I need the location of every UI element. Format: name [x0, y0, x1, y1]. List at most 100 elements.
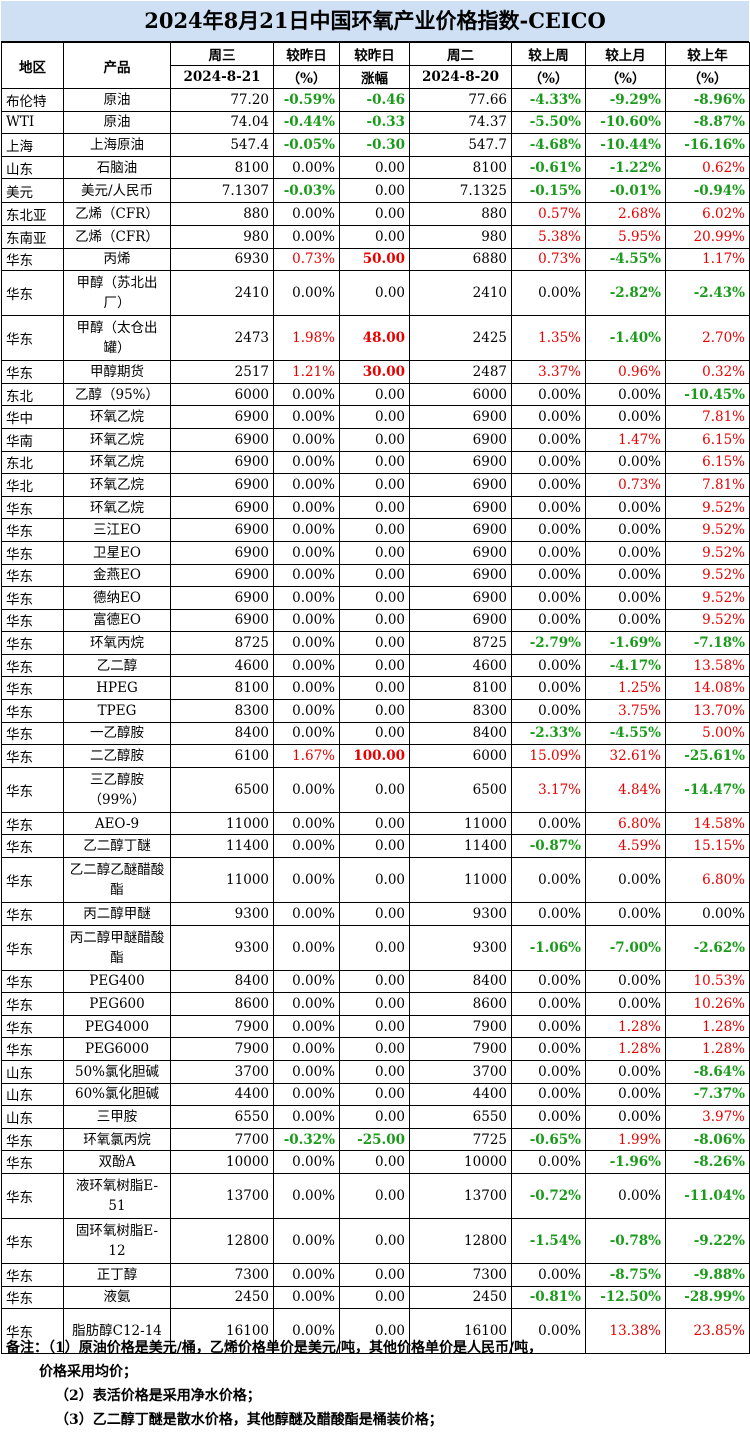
cell-prev-price: 8725 — [409, 631, 512, 655]
col-header-region: 地区 — [1, 42, 64, 89]
cell-prev-price: 12800 — [409, 1217, 512, 1264]
cell-year-pct: 9.52% — [665, 495, 750, 520]
cell-day-pct: 0.00% — [273, 857, 340, 904]
cell-week-pct: 0.00% — [511, 992, 586, 1016]
cell-month-pct: -7.00% — [585, 924, 666, 971]
cell-prev-price: 6900 — [409, 518, 512, 542]
cell-month-pct: 6.80% — [585, 811, 666, 836]
cell-year-pct: -8.26% — [665, 1150, 750, 1174]
col-header-day-pct: 较昨日 — [273, 42, 340, 66]
cell-today-price: 6900 — [170, 450, 274, 475]
cell-day-pct: 0.00% — [273, 608, 340, 633]
cell-day-change: 0.00 — [339, 382, 410, 407]
cell-day-pct: 0.00% — [273, 834, 340, 859]
table-row: 美元 美元/人民币 7.1307 -0.03% 0.00 7.1325 -0.15% -0.0… — [1, 178, 750, 204]
cell-year-pct: 13.70% — [665, 699, 750, 723]
cell-prev-price: 13700 — [409, 1172, 512, 1219]
table-row: 华东 丙烯 6930 0.73% 50.00 6880 0.73% -4.55% 1.17% — [1, 247, 750, 272]
cell-week-pct: 0.00% — [511, 1060, 586, 1084]
cell-day-pct: 1.67% — [273, 744, 340, 768]
cell-day-change: 0.00 — [339, 427, 410, 452]
cell-region: 东北 — [1, 382, 64, 407]
cell-today-price: 3700 — [170, 1060, 274, 1084]
table-row: 华东 一乙醇胺 8400 0.00% 0.00 8400 -2.33% -4.55% 5.00% — [1, 721, 750, 746]
cell-product: 乙二醇乙醚醋酸酯 — [63, 857, 171, 904]
table-row: 华北 环氧乙烷 6900 0.00% 0.00 6900 0.00% 0.73% 7.81% — [1, 473, 750, 497]
cell-month-pct: 1.47% — [585, 427, 666, 452]
cell-day-change: -25.00 — [339, 1127, 410, 1152]
cell-prev-price: 2450 — [409, 1285, 512, 1310]
cell-region: 华东 — [1, 586, 64, 610]
cell-day-change: 0.00 — [339, 1150, 410, 1174]
cell-today-price: 2473 — [170, 315, 274, 362]
cell-product: 液氨 — [63, 1285, 171, 1310]
cell-today-price: 8300 — [170, 699, 274, 723]
cell-region: 华东 — [1, 992, 64, 1016]
cell-month-pct: 0.00% — [585, 518, 666, 542]
cell-week-pct: -4.68% — [511, 133, 586, 157]
cell-today-price: 6900 — [170, 518, 274, 542]
table-row: 华东 脂肪醇C12-14 16100 0.00% 0.00 16100 0.00% 13.38… — [1, 1308, 750, 1355]
cell-day-change: 0.00 — [339, 992, 410, 1016]
cell-day-pct: 0.00% — [273, 766, 340, 813]
cell-week-pct: 0.00% — [511, 405, 586, 429]
table-row: 东北 环氧乙烷 6900 0.00% 0.00 6900 0.00% 0.00% 6.15% — [1, 450, 750, 475]
cell-today-price: 6000 — [170, 382, 274, 407]
cell-day-pct: 0.00% — [273, 653, 340, 678]
cell-day-change: 0.00 — [339, 811, 410, 836]
cell-prev-price: 6900 — [409, 427, 512, 452]
cell-day-pct: 0.00% — [273, 405, 340, 429]
cell-prev-price: 4400 — [409, 1082, 512, 1107]
table-row: 华中 环氧乙烷 6900 0.00% 0.00 6900 0.00% 0.00% 7.81% — [1, 405, 750, 429]
cell-product: 固环氧树脂E-12 — [63, 1217, 171, 1264]
cell-day-pct: 0.00% — [273, 495, 340, 520]
cell-day-change: 0.00 — [339, 1105, 410, 1129]
cell-prev-price: 7300 — [409, 1262, 512, 1287]
cell-prev-price: 6000 — [409, 744, 512, 768]
cell-day-change: 0.00 — [339, 178, 410, 204]
cell-day-pct: -0.44% — [273, 110, 340, 135]
cell-day-change: 0.00 — [339, 155, 410, 180]
cell-week-pct: -0.61% — [511, 155, 586, 180]
cell-product: 原油 — [63, 88, 171, 112]
cell-day-pct: 0.00% — [273, 902, 340, 926]
cell-product: 一乙醇胺 — [63, 721, 171, 746]
cell-year-pct: 20.99% — [665, 224, 750, 249]
cell-month-pct: -0.78% — [585, 1217, 666, 1264]
cell-year-pct: 10.26% — [665, 992, 750, 1016]
cell-day-change: 0.00 — [339, 1014, 410, 1039]
cell-day-change: 0.00 — [339, 1308, 410, 1355]
cell-day-pct: 0.00% — [273, 1285, 340, 1310]
cell-year-pct: 9.52% — [665, 518, 750, 542]
cell-month-pct: 2.68% — [585, 202, 666, 226]
cell-week-pct: -0.87% — [511, 834, 586, 859]
cell-product: 德纳EO — [63, 586, 171, 610]
cell-prev-price: 7725 — [409, 1127, 512, 1152]
cell-region: 华东 — [1, 270, 64, 317]
cell-product: 三甲胺 — [63, 1105, 171, 1129]
cell-prev-price: 6900 — [409, 608, 512, 633]
table-row: 华东 HPEG 8100 0.00% 0.00 8100 0.00% 1.25% 14.08% — [1, 676, 750, 701]
cell-day-change: 0.00 — [339, 924, 410, 971]
cell-month-pct: 0.00% — [585, 540, 666, 565]
cell-month-pct: 0.00% — [585, 495, 666, 520]
cell-region: 华东 — [1, 699, 64, 723]
header-row-2: 2024-8-21 （%） 涨幅 2024-8-20 （%） （%） （%） — [2, 65, 750, 89]
cell-prev-price: 8400 — [409, 721, 512, 746]
cell-week-pct: -1.54% — [511, 1217, 586, 1264]
cell-region: WTI — [1, 110, 64, 135]
cell-year-pct: 0.62% — [665, 155, 750, 180]
cell-product: TPEG — [63, 699, 171, 723]
cell-week-pct: 0.00% — [511, 1308, 586, 1355]
cell-month-pct: -1.69% — [585, 631, 666, 655]
cell-today-price: 10000 — [170, 1150, 274, 1174]
table-row: 华东 固环氧树脂E-12 12800 0.00% 0.00 12800 -1.54% -0.7… — [1, 1217, 750, 1264]
cell-today-price: 7.1307 — [170, 178, 274, 204]
cell-year-pct: 13.58% — [665, 653, 750, 678]
cell-prev-price: 6900 — [409, 586, 512, 610]
cell-product: PEG6000 — [63, 1037, 171, 1061]
cell-week-pct: -5.50% — [511, 110, 586, 135]
cell-year-pct: 9.52% — [665, 608, 750, 633]
cell-month-pct: 1.28% — [585, 1037, 666, 1061]
cell-month-pct: -0.01% — [585, 178, 666, 204]
